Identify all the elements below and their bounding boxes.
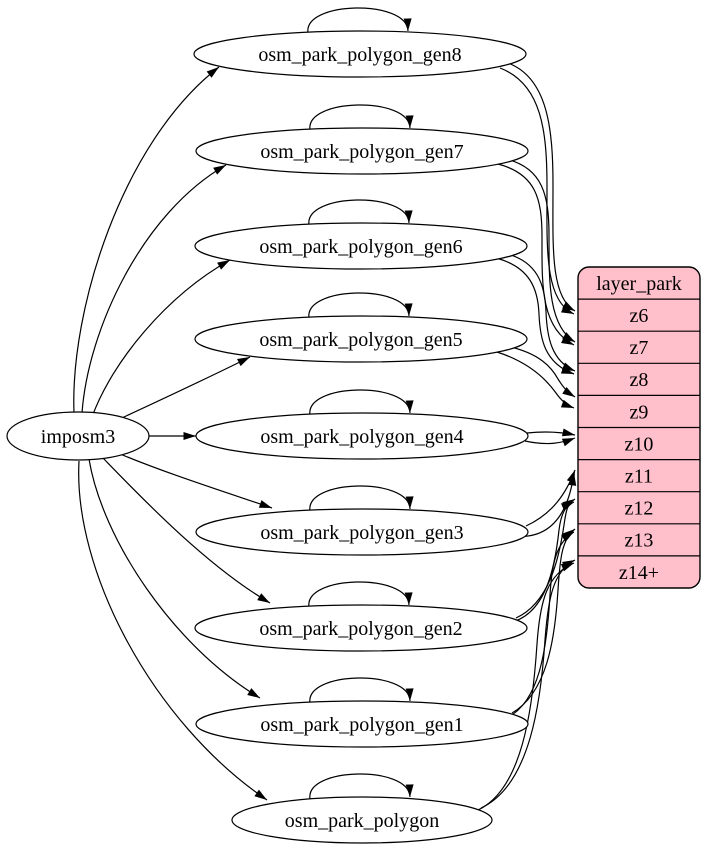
edge-gen8-z6	[499, 67, 575, 315]
self-loop-gen7	[309, 104, 414, 131]
edge-imposm3-poly	[78, 460, 268, 801]
node-label-osm_park_polygon_gen8: osm_park_polygon_gen8	[258, 44, 461, 66]
self-loop-poly	[309, 773, 414, 800]
node-osm_park_polygon_gen5: osm_park_polygon_gen5	[194, 315, 528, 363]
layer-table-title: layer_park	[596, 273, 682, 295]
node-osm_park_polygon_gen4: osm_park_polygon_gen4	[195, 412, 529, 460]
edge-gen7-z7	[497, 163, 575, 346]
edge-imposm3-gen1	[88, 458, 261, 699]
node-osm_park_polygon_gen3: osm_park_polygon_gen3	[195, 508, 529, 556]
node-imposm3: imposm3	[6, 411, 150, 461]
self-loop-gen1	[309, 677, 414, 704]
edge-imposm3-gen7	[81, 164, 227, 414]
layer-table-row-z8: z8	[630, 369, 649, 391]
node-ellipse-osm_park_polygon_gen6	[194, 222, 528, 270]
edge-poly-z14	[480, 559, 576, 809]
edge-imposm3-gen5	[110, 356, 251, 424]
table-layer: layer_park z6 z7 z8 z9 z10 z11 z12 z13 z14+	[577, 266, 701, 589]
layer-table-row-z11: z11	[625, 465, 653, 487]
node-osm_park_polygon_gen1: osm_park_polygon_gen1	[195, 700, 529, 748]
edge-poly-z14	[472, 562, 575, 813]
node-label-osm_park_polygon_gen1: osm_park_polygon_gen1	[260, 714, 463, 736]
edge-gen4-z10	[526, 428, 576, 437]
node-osm_park_polygon: osm_park_polygon	[231, 796, 493, 844]
node-label-imposm3: imposm3	[41, 426, 115, 448]
node-label-osm_park_polygon_gen3: osm_park_polygon_gen3	[260, 522, 463, 544]
node-label-osm_park_polygon_gen5: osm_park_polygon_gen5	[259, 329, 462, 351]
layer-table-row-z13: z13	[625, 530, 654, 552]
node-ellipse-osm_park_polygon_gen4	[195, 412, 529, 460]
node-osm_park_polygon_gen6: osm_park_polygon_gen6	[194, 222, 528, 270]
nodes-layer: imposm3 osm_park_polygon_gen8 osm_park_pol…	[6, 30, 529, 844]
node-label-osm_park_polygon_gen4: osm_park_polygon_gen4	[260, 426, 463, 448]
node-ellipse-osm_park_polygon_gen1	[195, 700, 529, 748]
layer-table-row-z14: z14+	[619, 562, 659, 584]
node-ellipse-osm_park_polygon_gen3	[195, 508, 529, 556]
node-ellipse-osm_park_polygon	[231, 796, 493, 844]
self-loop-gen3	[309, 485, 414, 512]
layer-table-row-z7: z7	[630, 337, 649, 359]
node-label-osm_park_polygon: osm_park_polygon	[285, 810, 439, 832]
layer-table-row-z10: z10	[625, 433, 654, 455]
self-loop-gen2	[308, 581, 413, 608]
edge-imposm3-gen8	[73, 66, 220, 414]
node-osm_park_polygon_gen7: osm_park_polygon_gen7	[195, 127, 529, 175]
node-osm_park_polygon_gen2: osm_park_polygon_gen2	[194, 604, 528, 652]
edge-imposm3-gen3	[112, 450, 273, 509]
edge-gen4-z10	[524, 437, 576, 447]
edge-gen3-z11	[525, 469, 576, 527]
node-osm_park_polygon_gen8: osm_park_polygon_gen8	[193, 30, 527, 78]
self-loop-gen4	[309, 389, 414, 416]
layer-table-row-z6: z6	[630, 305, 649, 327]
node-ellipse-imposm3	[6, 411, 150, 461]
edge-gen8-z6	[507, 62, 576, 312]
self-loop-gen5	[308, 292, 413, 319]
node-ellipse-osm_park_polygon_gen7	[195, 127, 529, 175]
self-loop-gen6	[308, 199, 413, 226]
edge-gen1-z13	[511, 528, 576, 714]
edge-gen2-z12	[515, 498, 576, 619]
edge-gen2-z12	[507, 501, 575, 624]
node-ellipse-osm_park_polygon_gen8	[193, 30, 527, 78]
edges-layer	[73, 7, 577, 813]
node-ellipse-osm_park_polygon_gen5	[194, 315, 528, 363]
edge-gen6-z8	[503, 252, 576, 372]
edge-gen5-z9	[496, 351, 575, 409]
edge-gen6-z8	[495, 257, 575, 375]
edge-imposm3-gen2	[100, 455, 271, 604]
node-label-osm_park_polygon_gen6: osm_park_polygon_gen6	[259, 236, 462, 258]
edge-gen5-z9	[505, 345, 576, 398]
node-label-osm_park_polygon_gen7: osm_park_polygon_gen7	[260, 141, 463, 163]
layer-table-row-z12: z12	[625, 498, 654, 520]
self-loop-gen8	[307, 7, 412, 34]
node-label-osm_park_polygon_gen2: osm_park_polygon_gen2	[259, 618, 462, 640]
layer-table-layer_park: layer_park z6 z7 z8 z9 z10 z11 z12 z13 z14+	[577, 266, 701, 589]
layer-table-row-z9: z9	[630, 401, 649, 423]
edge-imposm3-gen6	[91, 259, 231, 418]
node-ellipse-osm_park_polygon_gen2	[194, 604, 528, 652]
edge-gen7-z7	[505, 158, 576, 343]
